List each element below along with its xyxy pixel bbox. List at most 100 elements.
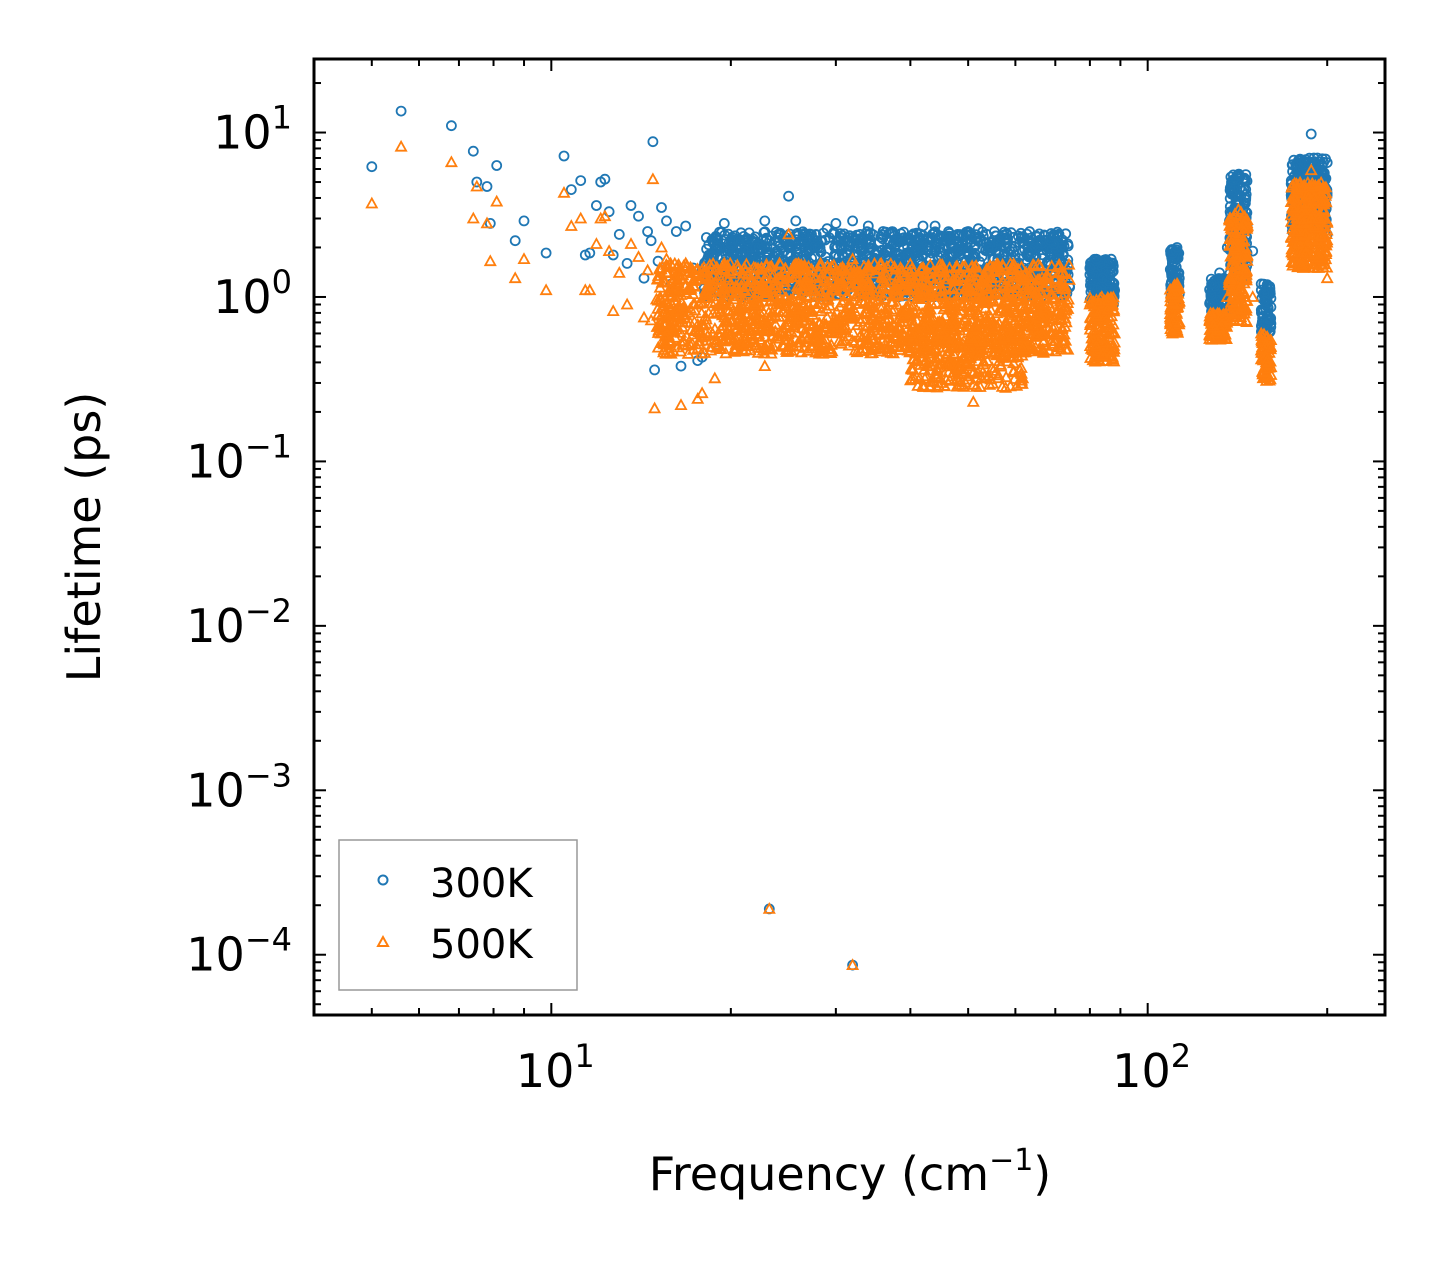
data-point-500k (729, 318, 743, 331)
data-point-500k (1017, 294, 1031, 306)
data-point-500k (722, 285, 736, 298)
data-point-500k (801, 270, 815, 283)
data-point-300k (862, 220, 874, 232)
data-point-500k (873, 341, 887, 353)
data-point-300k (804, 228, 815, 240)
data-point-500k (687, 279, 701, 292)
data-point-500k (917, 341, 931, 354)
data-point-500k (1085, 318, 1099, 331)
data-point-500k (983, 318, 997, 331)
data-point-500k (818, 273, 832, 286)
data-point-500k (787, 294, 801, 306)
data-point-500k (786, 308, 800, 321)
data-point-500k (743, 296, 757, 309)
data-point-500k (980, 281, 994, 294)
data-point-500k (717, 295, 731, 308)
data-point-500k (720, 259, 734, 272)
data-point-500k (651, 308, 665, 321)
data-point-500k (902, 306, 917, 319)
data-point-300k (718, 217, 730, 229)
data-point-300k (990, 230, 1002, 242)
data-point-500k (897, 308, 911, 320)
data-point-500k (929, 296, 943, 308)
data-point-300k (891, 235, 903, 247)
data-point-500k (1032, 342, 1046, 354)
data-point-300k (645, 235, 657, 247)
data-point-500k (688, 303, 702, 316)
data-point-500k (719, 270, 733, 283)
data-point-300k (855, 239, 867, 251)
data-point-500k (986, 364, 1000, 376)
data-point-500k (906, 352, 920, 365)
data-point-500k (1095, 330, 1109, 343)
data-point-300k (967, 249, 979, 261)
data-point-500k (904, 361, 918, 374)
data-point-500k (999, 370, 1013, 383)
data-point-500k (955, 299, 969, 312)
data-point-500k (861, 258, 876, 271)
data-point-300k (983, 242, 994, 254)
data-point-500k (704, 343, 718, 356)
data-point-300k (941, 232, 952, 243)
data-point-500k (967, 377, 981, 390)
data-point-500k (950, 379, 964, 392)
data-point-500k (936, 261, 951, 274)
data-point-500k (831, 319, 845, 332)
data-point-500k (966, 367, 980, 379)
data-point-500k (751, 261, 765, 274)
data-point-500k (792, 335, 806, 348)
data-point-300k (946, 241, 958, 253)
data-point-300k (613, 228, 625, 240)
data-point-500k (991, 368, 1005, 381)
data-point-500k (965, 273, 979, 286)
data-point-500k (959, 348, 973, 361)
data-point-500k (930, 369, 944, 382)
data-point-500k (881, 331, 896, 343)
data-point-500k (951, 362, 965, 375)
data-point-500k (876, 282, 890, 294)
data-point-500k (981, 275, 995, 288)
data-point-500k (733, 300, 748, 313)
data-point-300k (1058, 240, 1070, 252)
data-point-500k (1083, 310, 1097, 323)
data-point-500k (920, 278, 934, 291)
data-point-500k (1103, 318, 1117, 331)
data-point-300k (790, 215, 802, 227)
data-point-500k (917, 335, 931, 348)
data-point-300k (1084, 262, 1096, 274)
data-point-500k (985, 291, 1000, 304)
data-point-500k (999, 381, 1013, 393)
data-point-300k (891, 253, 902, 265)
data-point-500k (1255, 332, 1269, 345)
data-point-500k (905, 261, 919, 274)
data-point-300k (772, 232, 784, 243)
data-point-300k (1090, 253, 1102, 265)
data-point-300k (1214, 267, 1225, 279)
data-point-300k (725, 238, 737, 250)
data-point-300k (773, 236, 785, 248)
data-point-500k (935, 325, 949, 338)
data-point-500k (765, 342, 779, 355)
data-point-500k (853, 284, 867, 297)
data-point-500k (1014, 291, 1028, 304)
data-point-500k (882, 325, 897, 337)
data-point-500k (822, 326, 836, 338)
data-point-300k (1309, 157, 1320, 169)
data-point-300k (701, 232, 712, 243)
data-point-500k (1233, 281, 1247, 294)
data-point-300k (929, 238, 941, 250)
data-point-300k (836, 230, 848, 241)
data-point-300k (798, 228, 810, 240)
data-point-500k (667, 271, 681, 284)
data-point-500k (847, 259, 861, 271)
data-point-300k (625, 200, 637, 211)
data-point-300k (649, 364, 660, 376)
data-point-500k (906, 333, 920, 346)
data-point-300k (1233, 169, 1244, 181)
data-point-500k (909, 353, 923, 366)
data-point-500k (1233, 251, 1247, 263)
data-point-500k (865, 340, 879, 353)
data-point-500k (698, 309, 712, 322)
data-point-300k (565, 184, 577, 196)
data-point-500k (1016, 371, 1030, 384)
